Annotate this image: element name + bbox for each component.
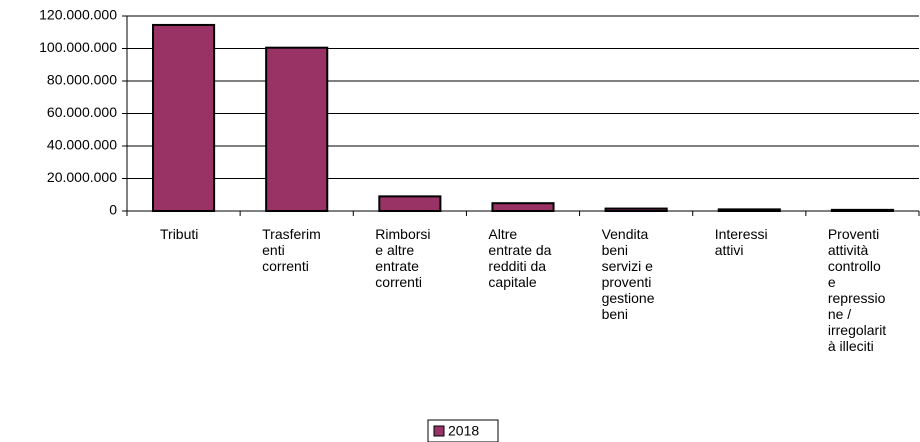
y-tick-label: 80.000.000 xyxy=(47,72,117,88)
bar xyxy=(830,208,894,213)
x-tick-label: Altre entrate da redditi da capitale xyxy=(488,226,551,290)
legend-swatch xyxy=(433,425,445,437)
bar xyxy=(717,208,781,212)
bar xyxy=(604,207,668,212)
legend-label: 2018 xyxy=(448,423,479,439)
x-tick-label: Proventi attività controllo e repressio ne / i… xyxy=(828,226,886,354)
x-tick-label: Trasferim enti correnti xyxy=(262,226,321,274)
legend: 2018 xyxy=(427,419,499,442)
y-tick-label: 60.000.000 xyxy=(47,104,117,120)
x-tick-label: Rimborsi e altre entrate correnti xyxy=(375,226,430,290)
bar xyxy=(152,23,216,212)
x-tick-label: Vendita beni servizi e proventi gestione beni xyxy=(602,226,655,322)
y-tick-label: 40.000.000 xyxy=(47,137,117,153)
bar xyxy=(378,195,442,212)
x-tick-label: Interessi attivi xyxy=(715,226,768,258)
y-tick-label: 20.000.000 xyxy=(47,169,117,185)
y-tick-label: 120.000.000 xyxy=(39,7,117,23)
bar xyxy=(265,46,329,212)
y-tick-label: 100.000.000 xyxy=(39,39,117,55)
x-tick-label: Tributi xyxy=(160,226,198,242)
legend-box xyxy=(427,419,499,442)
bar xyxy=(491,202,555,212)
y-tick-label: 0 xyxy=(109,202,117,218)
